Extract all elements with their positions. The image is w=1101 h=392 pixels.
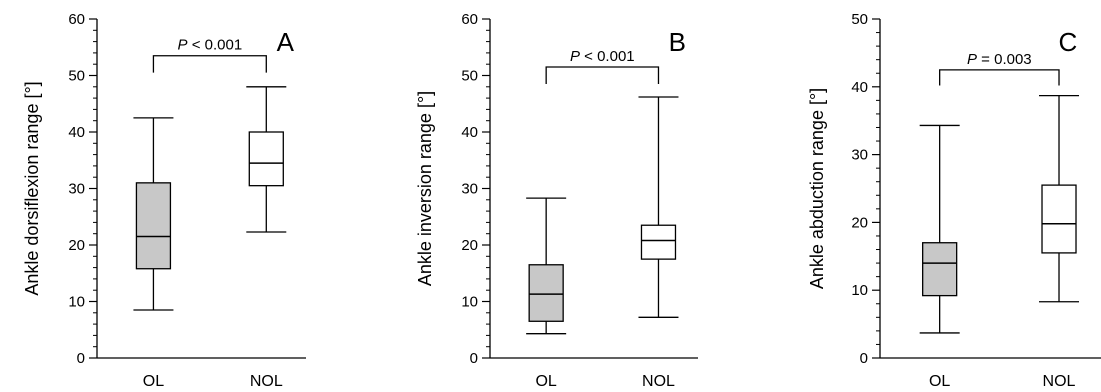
y-axis-label: Ankle abduction range [°] xyxy=(807,88,827,289)
y-tick-label: 30 xyxy=(461,181,478,198)
y-tick-label: 10 xyxy=(851,282,868,299)
y-tick-label: 50 xyxy=(68,68,85,85)
y-tick-label: 0 xyxy=(77,350,85,367)
panel-letter: C xyxy=(1059,27,1078,57)
box-nol xyxy=(638,96,679,318)
y-tick-label: 20 xyxy=(851,214,868,231)
box-nol xyxy=(1039,94,1080,303)
y-tick-label: 40 xyxy=(68,124,85,141)
chart-panel-c: 0 10 20 30 40 50 Ankle abduction range [°] OL NO… xyxy=(807,11,1101,390)
iqr-box xyxy=(528,264,564,322)
x-category-label-nol: NOL xyxy=(250,373,283,390)
p-value-text: < 0.001 xyxy=(580,48,635,65)
x-category-label-ol: OL xyxy=(143,373,164,390)
panel-letter: A xyxy=(277,27,295,57)
p-symbol: P xyxy=(178,37,188,54)
y-tick-label: 30 xyxy=(851,147,868,164)
x-category-label-ol: OL xyxy=(535,373,556,390)
y-tick-label: 20 xyxy=(461,237,478,254)
box-nol xyxy=(246,86,287,233)
chart-panel-b: 0 10 20 30 40 50 60 Ankle inversion range [°] OL… xyxy=(415,11,698,390)
y-tick-label: 30 xyxy=(68,181,85,198)
p-value-label: P < 0.001 xyxy=(570,48,635,65)
y-tick-label: 0 xyxy=(470,350,478,367)
y-axis-label: Ankle dorsiflexion range [°] xyxy=(22,81,42,295)
significance-bracket xyxy=(545,66,660,84)
significance-bracket xyxy=(152,55,267,73)
box-ol xyxy=(133,117,174,311)
panel-letter: B xyxy=(669,27,686,57)
p-value-label: P < 0.001 xyxy=(178,37,243,54)
x-category-label-nol: NOL xyxy=(1043,373,1076,390)
y-tick-label: 10 xyxy=(68,294,85,311)
y-tick-label: 20 xyxy=(68,237,85,254)
p-value-label: P = 0.003 xyxy=(967,51,1032,68)
x-category-label-nol: NOL xyxy=(642,373,675,390)
y-tick-label: 50 xyxy=(851,11,868,28)
y-tick-label: 60 xyxy=(461,11,478,28)
p-symbol: P xyxy=(570,48,580,65)
iqr-box xyxy=(248,131,284,187)
iqr-box xyxy=(640,224,677,260)
iqr-box xyxy=(922,242,958,297)
p-symbol: P xyxy=(967,51,977,68)
y-axis-label: Ankle inversion range [°] xyxy=(415,91,435,286)
box-ol xyxy=(919,124,960,334)
box-ol xyxy=(526,197,567,335)
y-tick-label: 10 xyxy=(461,294,478,311)
chart-panel-a: 0 10 20 30 40 50 60 Ankle dorsiflexion range [°… xyxy=(22,11,306,390)
y-tick-label: 40 xyxy=(461,124,478,141)
p-value-text: < 0.001 xyxy=(188,37,243,54)
p-value-text: = 0.003 xyxy=(977,51,1032,68)
iqr-box xyxy=(135,182,172,270)
iqr-box xyxy=(1041,184,1077,254)
y-tick-label: 50 xyxy=(461,68,478,85)
y-tick-label: 60 xyxy=(68,11,85,28)
y-tick-label: 40 xyxy=(851,79,868,96)
y-tick-label: 0 xyxy=(860,350,868,367)
x-category-label-ol: OL xyxy=(929,373,950,390)
significance-bracket xyxy=(939,69,1060,86)
